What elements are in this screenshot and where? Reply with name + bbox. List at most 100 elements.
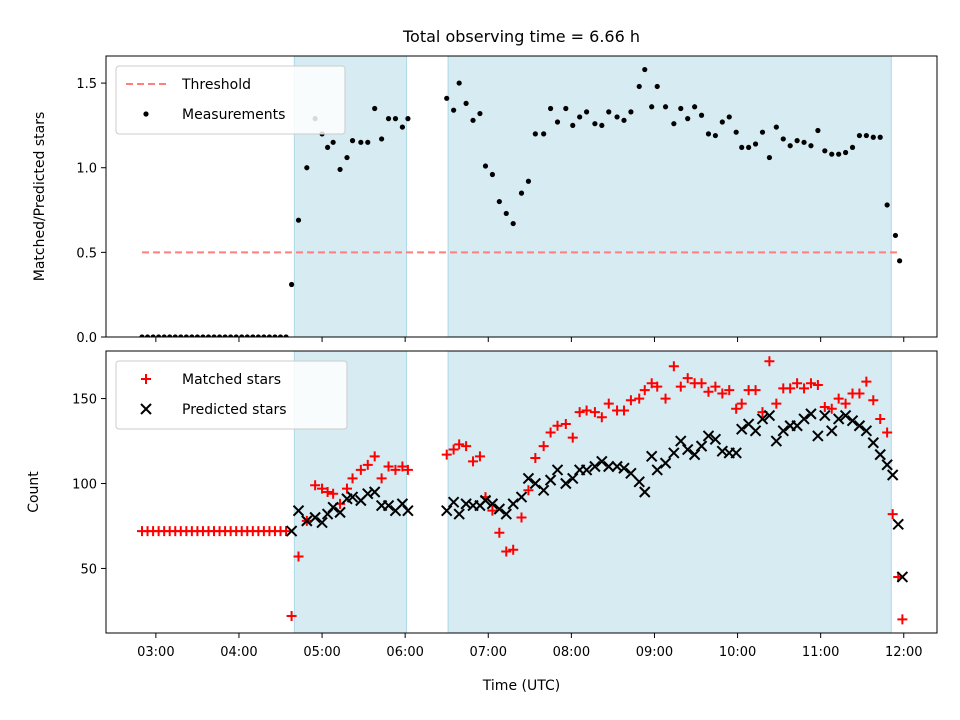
plot-area-1 (137, 356, 909, 625)
predicted-stars-point (334, 506, 346, 519)
x-axis-label: Time (UTC) (482, 678, 560, 694)
matched-stars-point (390, 464, 401, 475)
matched-stars-point (792, 378, 803, 389)
measurement-point (726, 114, 732, 120)
predicted-stars-point (567, 472, 579, 485)
measurement-point (451, 107, 457, 113)
predicted-stars-point (486, 498, 499, 510)
measurement-point (503, 210, 509, 217)
predicted-stars-point (853, 420, 866, 432)
matched-stars-point (328, 488, 339, 499)
matched-stars-point (854, 388, 865, 399)
matched-stars-point (376, 473, 387, 484)
plot-area-0 (139, 66, 903, 337)
measurement-point (794, 138, 800, 144)
measurement-point (863, 132, 869, 139)
measurement-point (392, 116, 399, 122)
matched-stars-point (574, 407, 585, 418)
measurement-point (244, 334, 250, 337)
measurement-point (662, 104, 669, 110)
matched-stars-point (581, 405, 592, 416)
x-tick-label: 06:00 (386, 645, 423, 660)
measurement-point (456, 80, 462, 86)
predicted-stars-point (551, 464, 564, 476)
measurement-point (189, 334, 195, 337)
matched-stars-point (310, 480, 321, 491)
panel-ratio: 0.0 0.5 1.0 1.5 Matched/Predicted stars Thres… (32, 55, 938, 346)
measurement-point (787, 143, 793, 149)
matched-stars-point (724, 385, 735, 396)
measurement-point (167, 334, 173, 337)
measurement-point (228, 334, 234, 337)
predicted-stars-point (874, 448, 886, 461)
predicted-stars-point (819, 409, 831, 422)
legend-matched-swatch (141, 374, 151, 384)
x-tick-label: 12:00 (885, 645, 922, 660)
predicted-stars-point (826, 425, 838, 437)
measurement-point (554, 119, 561, 125)
matched-stars-point (771, 398, 782, 409)
matched-stars-point (474, 451, 485, 462)
matched-stars-point (347, 473, 358, 484)
predicted-stars-point (301, 515, 313, 527)
predicted-stars-point (603, 460, 615, 473)
matched-stars-point (882, 427, 893, 438)
measurement-point (563, 105, 569, 112)
measurement-point (614, 114, 620, 120)
matched-stars-point (696, 378, 707, 389)
legend-0: Threshold Measurements (115, 65, 346, 135)
measurement-point (277, 334, 284, 337)
predicted-stars-point (892, 518, 904, 530)
matched-stars-point (317, 483, 328, 494)
measurement-point (139, 334, 145, 337)
x-tick-label: 04:00 (220, 645, 257, 660)
chart-title: Total observing time = 6.66 h (402, 27, 640, 46)
matched-stars-point (897, 614, 908, 625)
matched-stars-point (530, 453, 541, 464)
x-tick-label: 07:00 (470, 645, 507, 660)
matched-stars-point (362, 459, 373, 470)
matched-stars-point (448, 444, 459, 455)
matched-stars-point (646, 378, 657, 389)
matched-stars-point (868, 395, 879, 406)
measurement-point (547, 105, 554, 112)
axes-frame-1 (105, 350, 938, 634)
measurement-point (719, 119, 725, 125)
legend-label: Measurements (182, 107, 285, 123)
x-tick-label: 08:00 (553, 645, 590, 660)
measurement-point (172, 334, 178, 337)
observing-interval-1 (447, 55, 892, 338)
measurement-point (405, 116, 411, 122)
predicted-stars-point (688, 448, 701, 461)
measurement-point (733, 129, 739, 135)
measurement-point (211, 334, 217, 337)
measurement-point (692, 104, 698, 110)
measurement-point (532, 131, 538, 137)
measurement-point (266, 334, 273, 337)
measurement-point (156, 334, 162, 337)
measurement-point (541, 131, 547, 137)
predicted-stars-point (681, 443, 694, 456)
matched-stars-point (764, 356, 775, 367)
measurement-point (808, 143, 814, 149)
predicted-stars-point (716, 445, 729, 457)
measurement-point (444, 95, 450, 101)
legend-measurements-swatch (143, 111, 149, 117)
measurement-point (525, 178, 532, 184)
predicted-stars-point (846, 414, 859, 427)
measurement-point (372, 105, 378, 112)
x-tick-label: 10:00 (719, 645, 756, 660)
matched-stars-point (293, 551, 304, 562)
predicted-stars-point (362, 487, 374, 500)
measurement-point (205, 334, 212, 337)
matched-stars-point (545, 427, 556, 438)
matched-stars-point (833, 393, 844, 404)
matched-stars-point (281, 526, 292, 537)
matched-stars-point (589, 407, 600, 418)
matched-stars-point (322, 487, 333, 497)
measurement-point (773, 124, 779, 130)
matched-stars-point (461, 441, 472, 452)
measurement-point (884, 202, 890, 208)
predicted-stars-point (580, 464, 593, 476)
